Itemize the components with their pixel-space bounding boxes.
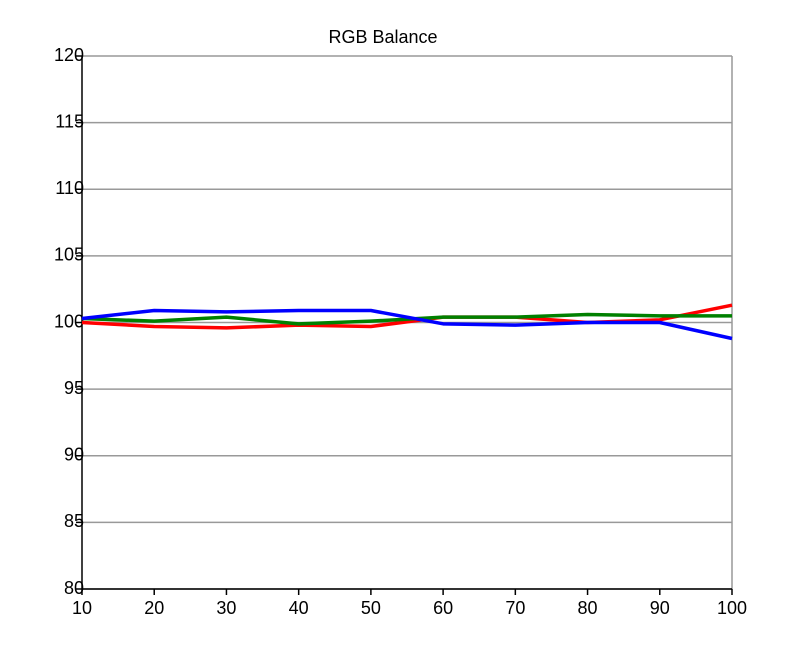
x-tick-label: 100 <box>717 598 747 618</box>
y-tick-label: 90 <box>64 445 84 465</box>
y-tick-label: 105 <box>54 245 84 265</box>
x-tick-label: 40 <box>289 598 309 618</box>
y-tick-label: 115 <box>55 111 84 131</box>
y-tick-label: 120 <box>54 45 84 65</box>
x-tick-label: 10 <box>72 598 92 618</box>
x-tick-label: 90 <box>650 598 670 618</box>
x-tick-label: 30 <box>216 598 236 618</box>
y-tick-label: 110 <box>55 178 84 198</box>
chart-title: RGB Balance <box>328 27 437 47</box>
x-tick-label: 50 <box>361 598 381 618</box>
y-tick-label: 80 <box>64 578 84 598</box>
y-tick-label: 100 <box>54 311 84 331</box>
y-tick-label: 85 <box>64 511 84 531</box>
series-line <box>81 308 733 341</box>
x-tick-label: 20 <box>144 598 164 618</box>
series-line <box>81 312 732 326</box>
x-tick-label: 70 <box>505 598 525 618</box>
x-tick-label: 60 <box>433 598 453 618</box>
x-tick-label: 80 <box>578 598 598 618</box>
y-tick-label: 95 <box>64 378 84 398</box>
